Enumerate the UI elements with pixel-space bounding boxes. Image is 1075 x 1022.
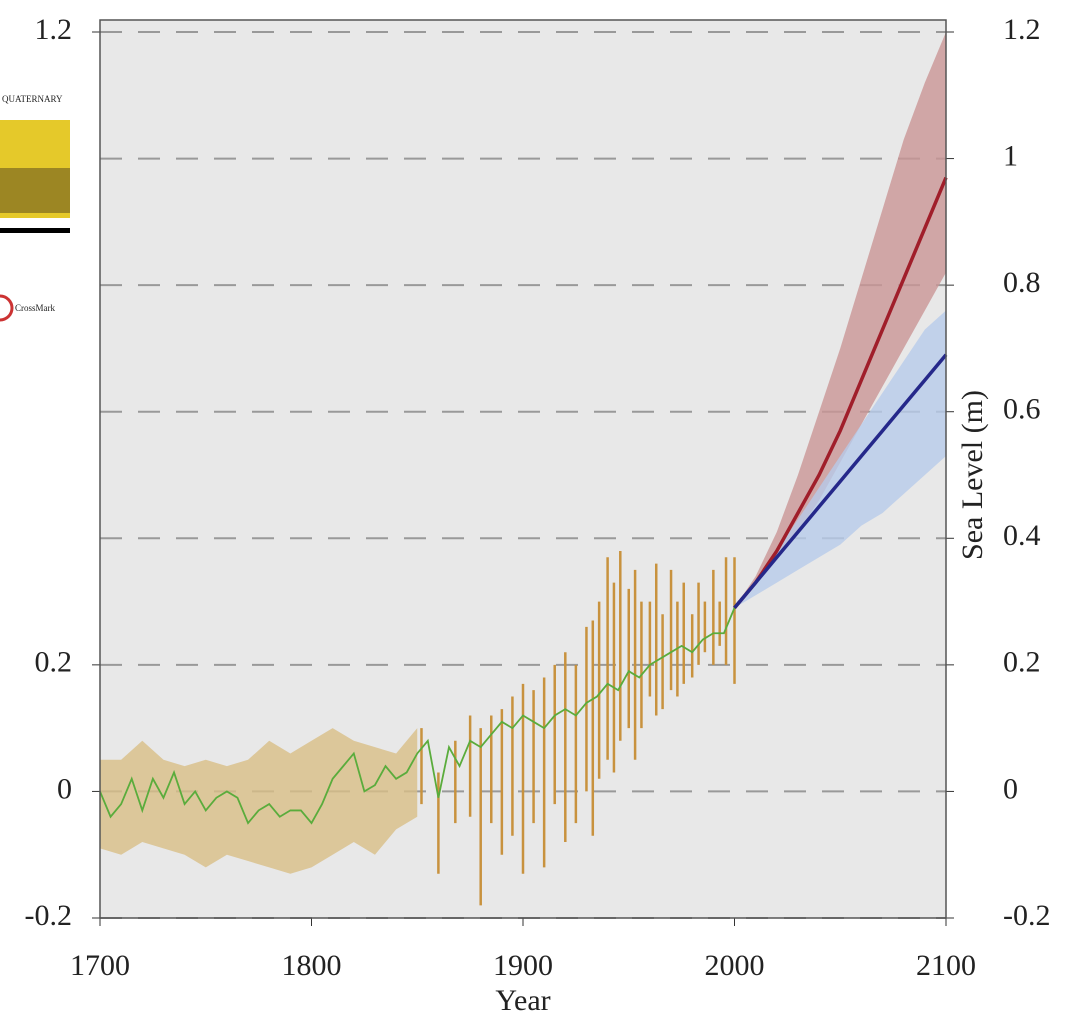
x-tick-label: 1900 (493, 949, 553, 982)
journal-thumbnail: QUATERNARY (0, 80, 70, 233)
uncertainty-band (100, 728, 418, 874)
y2-tick-label: 1 (1003, 139, 1018, 172)
y-tick-label: 0.2 (35, 646, 73, 679)
y2-tick-label: 1.2 (1003, 13, 1041, 46)
data-line (733, 176, 948, 610)
x-axis-label: Year (495, 984, 550, 1017)
data-line (99, 607, 736, 825)
plot-frame (99, 19, 947, 919)
x-tick-label: 2100 (916, 949, 976, 982)
y2-tick-label: 0.2 (1003, 646, 1041, 679)
x-tick-label: 1800 (282, 949, 342, 982)
crossmark: CrossMark (0, 294, 55, 322)
y2-axis-label: Sea Level (m) (956, 390, 989, 560)
y2-tick-label: -0.2 (1003, 899, 1051, 932)
uncertainty-band (734, 32, 946, 608)
uncertainty-band (734, 310, 946, 608)
thumbnail-title: QUATERNARY (2, 94, 63, 104)
y2-tick-label: 0.4 (1003, 519, 1041, 552)
y2-tick-label: 0 (1003, 772, 1018, 805)
crossmark-label: CrossMark (15, 303, 55, 313)
y2-tick-label: 0.8 (1003, 266, 1041, 299)
x-tick-label: 2000 (705, 949, 765, 982)
data-line (733, 353, 948, 610)
y2-tick-label: 0.6 (1003, 393, 1041, 426)
y-tick-label: 1.2 (35, 13, 73, 46)
y-tick-label: 0 (57, 772, 72, 805)
y-tick-label: -0.2 (25, 899, 73, 932)
x-tick-label: 1700 (70, 949, 130, 982)
